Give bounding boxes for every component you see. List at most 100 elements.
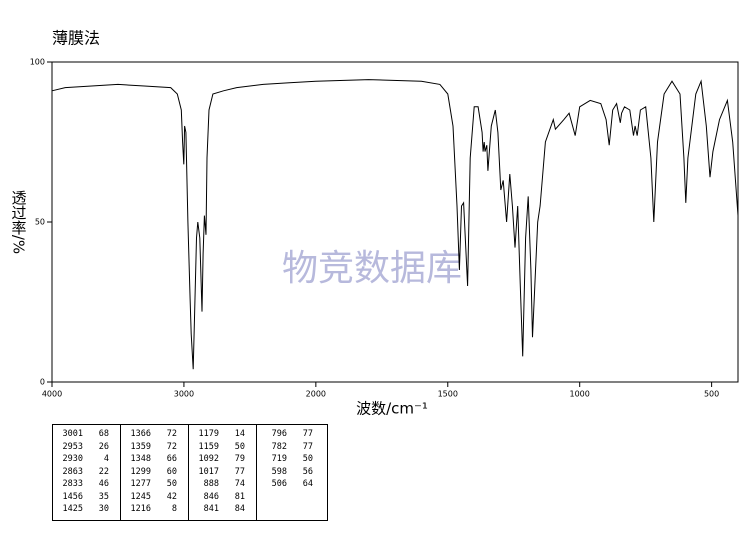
x-tick-label: 1500: [438, 390, 458, 399]
x-tick-label: 3000: [174, 390, 194, 399]
peak-wavenumber: 598: [271, 466, 287, 477]
peak-transmittance: 50: [302, 454, 313, 464]
y-tick-label: 50: [35, 218, 45, 227]
peak-row: 841 84: [189, 503, 256, 516]
peak-row: 1245 42: [121, 491, 188, 504]
peak-group: 3001 68 2953 26 2930 4 2863 22 2833 46 1456 35 1425 3…: [53, 425, 121, 520]
peak-wavenumber: 1277: [130, 479, 151, 489]
peak-transmittance: 50: [234, 441, 245, 452]
peak-group: 796 77 782 77 719 50 598 56 506 64: [257, 425, 325, 520]
peak-wavenumber: 1348: [130, 454, 151, 464]
peak-row: 506 64: [257, 478, 325, 491]
peak-wavenumber: 841: [203, 504, 219, 514]
peak-row: 1159 50: [189, 441, 256, 454]
spectrum-line: [51, 79, 739, 370]
peak-transmittance: 60: [166, 466, 177, 477]
peak-row: 1348 66: [121, 453, 188, 466]
peak-wavenumber: 506: [271, 479, 287, 489]
peak-row: 2930 4: [53, 453, 120, 466]
peak-wavenumber: 1245: [130, 491, 151, 502]
peak-row: 1092 79: [189, 453, 256, 466]
chart-title: 薄膜法: [52, 29, 100, 48]
peak-transmittance: 4: [103, 454, 109, 464]
peak-wavenumber: 1366: [130, 429, 151, 439]
y-tick-label: 0: [40, 378, 45, 387]
peak-transmittance: 77: [234, 466, 245, 477]
peak-row: 1425 30: [53, 503, 120, 516]
peak-row: 719 50: [257, 453, 325, 466]
peak-transmittance: 84: [234, 504, 245, 514]
peak-transmittance: 46: [98, 479, 109, 489]
peak-wavenumber: 719: [271, 454, 287, 464]
peak-wavenumber: 1456: [62, 491, 83, 502]
peak-wavenumber: 1017: [198, 466, 219, 477]
peak-wavenumber: 1159: [198, 441, 219, 452]
x-tick-label: 1000: [570, 390, 590, 399]
peak-transmittance: 77: [302, 429, 313, 439]
peak-wavenumber: 846: [203, 491, 219, 502]
peak-transmittance: 81: [234, 491, 245, 502]
peak-transmittance: 30: [98, 504, 109, 514]
peak-table: 3001 68 2953 26 2930 4 2863 22 2833 46 1456 35 1425 3…: [52, 424, 328, 521]
peak-wavenumber: 888: [203, 479, 219, 489]
peak-wavenumber: 3001: [62, 429, 83, 439]
peak-transmittance: 8: [171, 504, 177, 514]
peak-row: 846 81: [189, 491, 256, 504]
peak-transmittance: 26: [98, 441, 109, 452]
x-tick-label: 2000: [306, 390, 326, 399]
peak-transmittance: 72: [166, 429, 177, 439]
peak-wavenumber: 782: [271, 441, 287, 452]
peak-wavenumber: 796: [271, 429, 287, 439]
peak-row: 1299 60: [121, 466, 188, 479]
peak-row: 2833 46: [53, 478, 120, 491]
peak-transmittance: 35: [98, 491, 109, 502]
peak-wavenumber: 2953: [62, 441, 83, 452]
peak-row: 796 77: [257, 428, 325, 441]
peak-wavenumber: 1092: [198, 454, 219, 464]
y-tick-label: 100: [30, 58, 45, 67]
peak-transmittance: 14: [234, 429, 245, 439]
peak-row: 1179 14: [189, 428, 256, 441]
plot-frame: [51, 61, 739, 383]
peak-row: 3001 68: [53, 428, 120, 441]
peak-transmittance: 79: [234, 454, 245, 464]
peak-transmittance: 50: [166, 479, 177, 489]
peak-row: 1456 35: [53, 491, 120, 504]
peak-wavenumber: 1179: [198, 429, 219, 439]
peak-wavenumber: 2863: [62, 466, 83, 477]
peak-row: 598 56: [257, 466, 325, 479]
peak-row: 1277 50: [121, 478, 188, 491]
peak-transmittance: 74: [234, 479, 245, 489]
peak-transmittance: 42: [166, 491, 177, 502]
peak-wavenumber: 2930: [62, 454, 83, 464]
peak-row: 2863 22: [53, 466, 120, 479]
peak-wavenumber: 2833: [62, 479, 83, 489]
peak-transmittance: 68: [98, 429, 109, 439]
peak-transmittance: 64: [302, 479, 313, 489]
x-tick-label: 4000: [42, 390, 62, 399]
peak-wavenumber: 1299: [130, 466, 151, 477]
peak-group: 1366 72 1359 72 1348 66 1299 60 1277 50 1245 42 1216…: [121, 425, 189, 520]
x-tick-label: 500: [704, 390, 719, 399]
peak-wavenumber: 1216: [130, 504, 151, 514]
peak-row: 1216 8: [121, 503, 188, 516]
peak-transmittance: 56: [302, 466, 313, 477]
watermark: 物竞数据库: [282, 248, 462, 289]
peak-group: 1179 14 1159 50 1092 79 1017 77 888 74 846 81 841 84: [189, 425, 257, 520]
peak-wavenumber: 1425: [62, 504, 83, 514]
peak-row: 2953 26: [53, 441, 120, 454]
peak-wavenumber: 1359: [130, 441, 151, 452]
y-axis-label: 透过率/%: [10, 190, 28, 254]
peak-transmittance: 66: [166, 454, 177, 464]
peak-transmittance: 77: [302, 441, 313, 452]
peak-transmittance: 22: [98, 466, 109, 477]
peak-row: 888 74: [189, 478, 256, 491]
peak-row: 1366 72: [121, 428, 188, 441]
x-axis-label: 波数/cm⁻¹: [356, 400, 428, 418]
peak-row: 1017 77: [189, 466, 256, 479]
peak-row: 782 77: [257, 441, 325, 454]
peak-transmittance: 72: [166, 441, 177, 452]
peak-row: 1359 72: [121, 441, 188, 454]
